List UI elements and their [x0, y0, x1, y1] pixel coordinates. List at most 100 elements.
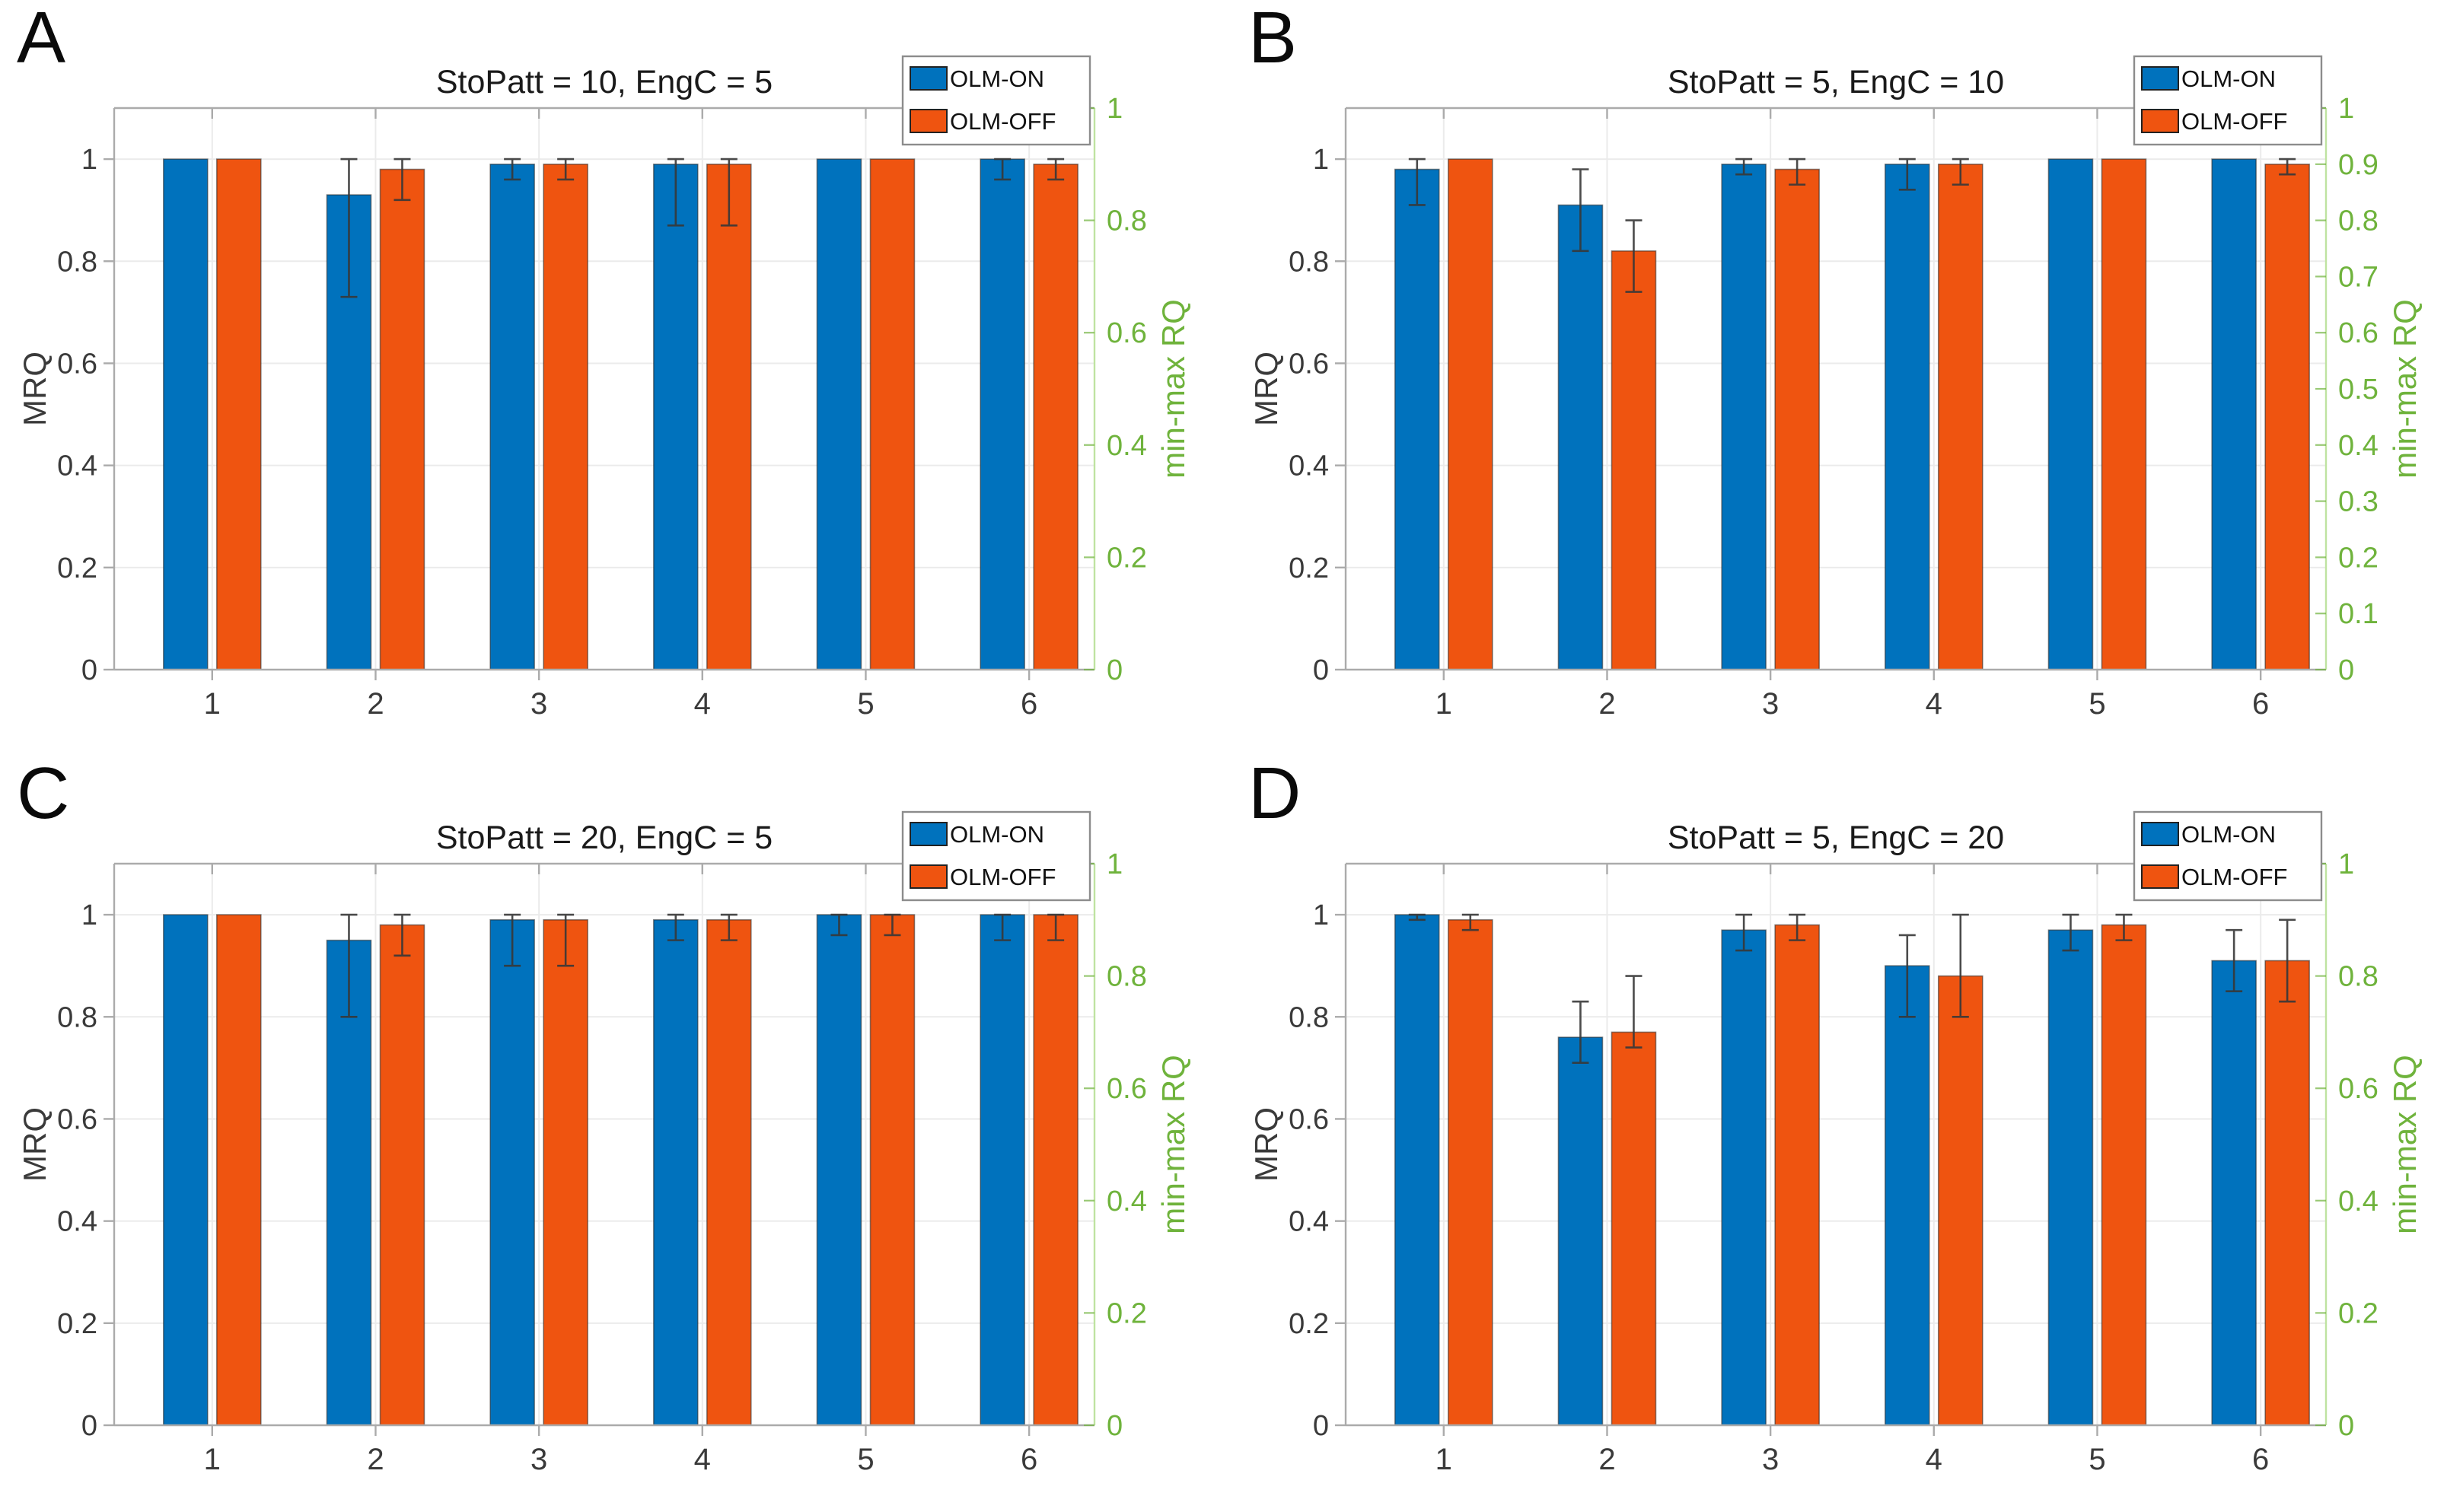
y-right-tick-label-c-0.4: 0.4 [1107, 1186, 1147, 1218]
y-right-tick-label-a-1: 1 [1107, 93, 1123, 125]
panel-letter-b: B [1248, 0, 1298, 78]
y-right-tick-label-d-0.8: 0.8 [2338, 961, 2379, 993]
errorbar-c-5-olm-off [884, 913, 901, 937]
bar-d-6-olm-off [2264, 960, 2310, 1426]
bar-a-5-olm-on [816, 158, 862, 670]
bar-c-6-olm-on [980, 914, 1025, 1426]
y-left-tick-label-d-0.8: 0.8 [1289, 1001, 1329, 1033]
x-tick-label-d-2: 2 [1598, 1443, 1615, 1476]
bar-d-2-olm-on [1557, 1036, 1604, 1426]
y-left-tick-label-a-1: 1 [81, 144, 97, 176]
bar-d-1-olm-off [1447, 919, 1493, 1426]
y-left-tick-label-a-0.6: 0.6 [57, 348, 97, 380]
y-right-tick-label-a-0.2: 0.2 [1107, 542, 1147, 574]
bar-c-4-olm-on [652, 919, 699, 1426]
y-right-tick-label-d-1: 1 [2338, 848, 2354, 880]
y-left-tick-label-b-0.8: 0.8 [1289, 246, 1329, 278]
x-tick-label-b-3: 3 [1762, 687, 1779, 721]
errorbar-c-5-olm-on [830, 913, 848, 937]
errorbar-c-6-olm-off [1047, 913, 1065, 941]
bar-a-2-olm-off [379, 168, 425, 670]
legend-b: OLM-ON OLM-OFF [2133, 55, 2323, 146]
y-left-axis-label-b: MRQ [1248, 352, 1284, 426]
bar-c-3-olm-off [543, 919, 588, 1426]
bar-b-2-olm-on [1557, 204, 1604, 670]
x-tick-label-a-3: 3 [531, 687, 547, 721]
y-right-tick-label-a-0.4: 0.4 [1107, 430, 1147, 462]
x-tick-label-a-1: 1 [204, 687, 221, 721]
bar-b-2-olm-off [1611, 250, 1657, 670]
y-left-axis-label-d: MRQ [1248, 1107, 1284, 1182]
bar-a-4-olm-on [652, 164, 699, 670]
errorbar-d-3-olm-off [1789, 913, 1806, 941]
bar-a-1-olm-off [215, 158, 262, 670]
x-tick-label-b-5: 5 [2089, 687, 2105, 721]
y-right-axis-label-b: min-max RQ [2387, 299, 2423, 479]
errorbar-a-4-olm-off [720, 158, 738, 227]
errorbar-b-3-olm-off [1789, 158, 1806, 186]
legend-label-b-olm-on: OLM-ON [2181, 65, 2276, 92]
bar-c-1-olm-off [215, 914, 262, 1426]
legend-swatch-c-olm-off [910, 864, 948, 889]
bar-a-6-olm-off [1033, 164, 1079, 670]
bar-d-3-olm-off [1774, 924, 1820, 1426]
chart-d: 0 0.2 0.4 0.6 0.8 1 1 2 3 4 5 6 0 0.2 0.4 0.6 0.8 1 StoPat… [1248, 810, 2423, 1476]
y-right-tick-label-b-0.5: 0.5 [2338, 374, 2379, 406]
errorbar-d-2-olm-off [1625, 975, 1643, 1049]
bar-a-3-olm-on [489, 164, 535, 670]
bar-b-1-olm-off [1447, 158, 1493, 670]
errorbar-b-2-olm-on [1572, 168, 1589, 253]
legend-label-a-olm-off: OLM-OFF [950, 108, 1056, 135]
x-tick-label-c-6: 6 [1021, 1443, 1037, 1476]
legend-d: OLM-ON OLM-OFF [2133, 810, 2323, 902]
errorbar-d-4-olm-off [1952, 913, 1969, 1018]
panel-b: B 0 0.2 0.4 0.6 0.8 1 1 2 3 4 5 6 0 0.1 0.2 0.3 0.4 0.5 0.… [1232, 0, 2463, 756]
errorbar-c-4-olm-off [720, 913, 738, 941]
y-left-tick-label-a-0.8: 0.8 [57, 246, 97, 278]
x-tick-label-b-4: 4 [1926, 687, 1942, 721]
x-tick-label-a-6: 6 [1021, 687, 1037, 721]
x-tick-label-b-1: 1 [1435, 687, 1452, 721]
bar-c-2-olm-off [379, 924, 425, 1426]
errorbar-c-4-olm-on [667, 913, 684, 941]
legend-swatch-d-olm-on [2141, 822, 2179, 846]
y-left-tick-label-a-0.2: 0.2 [57, 552, 97, 584]
errorbar-d-4-olm-on [1898, 934, 1916, 1018]
title-c: StoPatt = 20, EngC = 5 [436, 820, 773, 856]
bar-c-2-olm-on [326, 939, 372, 1426]
errorbar-d-6-olm-off [2279, 918, 2296, 1003]
y-left-tick-label-d-1: 1 [1313, 899, 1329, 931]
bar-a-6-olm-on [980, 158, 1025, 670]
x-tick-label-d-6: 6 [2252, 1443, 2269, 1476]
plot-area-c [114, 864, 1094, 1425]
bar-d-6-olm-on [2211, 960, 2257, 1426]
bar-b-5-olm-off [2101, 158, 2147, 670]
y-right-tick-label-d-0.2: 0.2 [2338, 1297, 2379, 1329]
y-left-tick-label-b-0.4: 0.4 [1289, 450, 1329, 482]
errorbar-d-5-olm-on [2062, 913, 2079, 952]
errorbar-c-3-olm-off [557, 913, 575, 967]
x-tick-label-d-3: 3 [1762, 1443, 1779, 1476]
errorbar-b-6-olm-off [2279, 158, 2296, 176]
plot-area-d [1346, 864, 2326, 1425]
legend-a: OLM-ON OLM-OFF [901, 55, 1091, 146]
bar-b-3-olm-on [1721, 164, 1767, 670]
errorbar-d-1-olm-on [1408, 913, 1426, 922]
x-tick-label-b-2: 2 [1598, 687, 1615, 721]
bar-b-4-olm-off [1937, 164, 1983, 670]
panel-letter-d: D [1248, 753, 1302, 834]
errorbar-a-4-olm-on [667, 158, 684, 227]
y-right-tick-label-b-0.2: 0.2 [2338, 542, 2379, 574]
bar-d-5-olm-off [2101, 924, 2147, 1426]
bar-b-6-olm-on [2211, 158, 2257, 670]
errorbar-a-3-olm-off [557, 158, 575, 181]
x-tick-label-d-4: 4 [1926, 1443, 1942, 1476]
errorbar-b-1-olm-on [1408, 158, 1426, 206]
legend-c: OLM-ON OLM-OFF [901, 810, 1091, 902]
x-tick-label-d-5: 5 [2089, 1443, 2105, 1476]
errorbar-d-1-olm-off [1461, 913, 1479, 931]
panel-d: D 0 0.2 0.4 0.6 0.8 1 1 2 3 4 5 6 0 0.2 0.4 0.6 0.8 1 StoP… [1232, 756, 2463, 1511]
legend-label-d-olm-off: OLM-OFF [2181, 864, 2288, 890]
errorbar-a-2-olm-off [394, 158, 411, 202]
errorbar-d-5-olm-off [2115, 913, 2133, 941]
